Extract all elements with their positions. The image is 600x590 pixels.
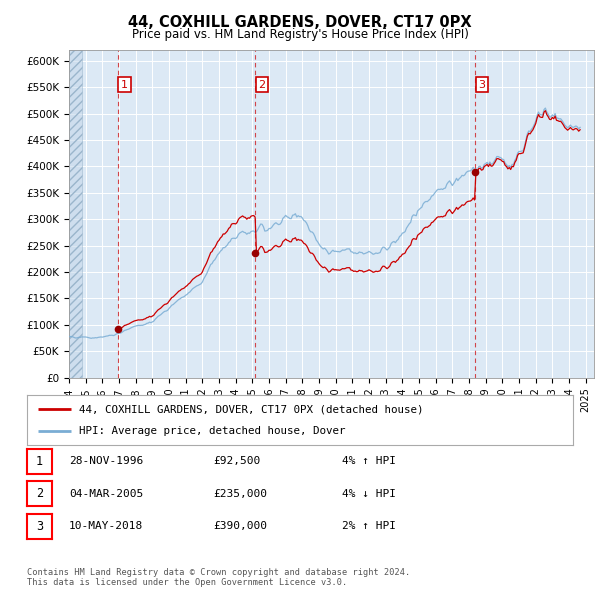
Text: £235,000: £235,000 [213, 489, 267, 499]
Text: 3: 3 [36, 520, 43, 533]
Text: £390,000: £390,000 [213, 522, 267, 531]
Text: Price paid vs. HM Land Registry's House Price Index (HPI): Price paid vs. HM Land Registry's House … [131, 28, 469, 41]
Bar [69, 50, 82, 378]
Text: 1: 1 [121, 80, 128, 90]
Text: 2% ↑ HPI: 2% ↑ HPI [342, 522, 396, 531]
Text: 2: 2 [259, 80, 266, 90]
Text: 28-NOV-1996: 28-NOV-1996 [69, 457, 143, 466]
Text: 44, COXHILL GARDENS, DOVER, CT17 0PX (detached house): 44, COXHILL GARDENS, DOVER, CT17 0PX (de… [79, 404, 424, 414]
Text: Contains HM Land Registry data © Crown copyright and database right 2024.
This d: Contains HM Land Registry data © Crown c… [27, 568, 410, 587]
Text: 04-MAR-2005: 04-MAR-2005 [69, 489, 143, 499]
Text: £92,500: £92,500 [213, 457, 260, 466]
Text: 2: 2 [36, 487, 43, 500]
Text: 1: 1 [36, 455, 43, 468]
Text: 44, COXHILL GARDENS, DOVER, CT17 0PX: 44, COXHILL GARDENS, DOVER, CT17 0PX [128, 15, 472, 30]
Text: 3: 3 [478, 80, 485, 90]
Bar [69, 50, 82, 378]
Text: 10-MAY-2018: 10-MAY-2018 [69, 522, 143, 531]
Text: 4% ↑ HPI: 4% ↑ HPI [342, 457, 396, 466]
Text: 4% ↓ HPI: 4% ↓ HPI [342, 489, 396, 499]
Text: HPI: Average price, detached house, Dover: HPI: Average price, detached house, Dove… [79, 427, 346, 437]
